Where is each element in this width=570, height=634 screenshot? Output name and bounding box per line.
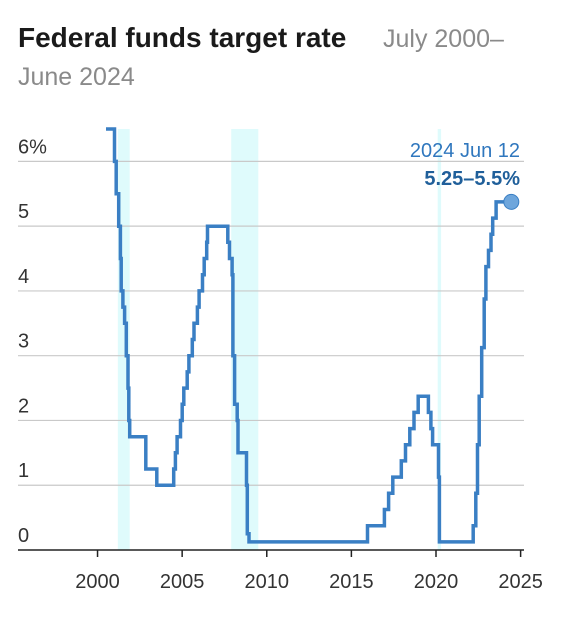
- annotation-date: 2024 Jun 12: [410, 140, 520, 162]
- recession-band-2: [437, 129, 442, 550]
- y-tick-label: 5: [18, 201, 29, 223]
- x-tick-label: 2015: [329, 571, 374, 593]
- series-line-0: [106, 127, 512, 544]
- x-tick-label: 2020: [414, 571, 459, 593]
- chart-title: Federal funds target rate: [18, 22, 346, 53]
- x-tick-label: 2005: [160, 571, 205, 593]
- y-tick-label: 0: [18, 525, 29, 547]
- chart-subtitle-line1: July 2000–: [383, 25, 504, 53]
- y-tick-label: 1: [18, 460, 29, 482]
- x-tick-label: 2000: [75, 571, 120, 593]
- x-tick-label: 2025: [498, 571, 543, 593]
- latest-point-marker: [503, 193, 520, 210]
- y-tick-labels: 0 1 2 3 4 5 6%: [18, 136, 47, 547]
- annotation-layer: 2024 Jun 12 5.25–5.5%: [410, 140, 520, 210]
- y-tick-label: 2: [18, 395, 29, 417]
- annotation-value: 5.25–5.5%: [424, 168, 520, 190]
- x-tick-label: 2010: [245, 571, 290, 593]
- y-tick-label: 4: [18, 266, 29, 288]
- chart-subtitle-line2: June 2024: [18, 63, 135, 91]
- series-line-layer: [106, 127, 512, 544]
- y-tick-label: 3: [18, 331, 29, 353]
- recession-band-0: [117, 129, 130, 550]
- gridlines: [18, 160, 524, 486]
- y-tick-label: 6%: [18, 136, 47, 158]
- x-ticks: 2000 2005 2010 2015 2020 2025: [75, 550, 543, 593]
